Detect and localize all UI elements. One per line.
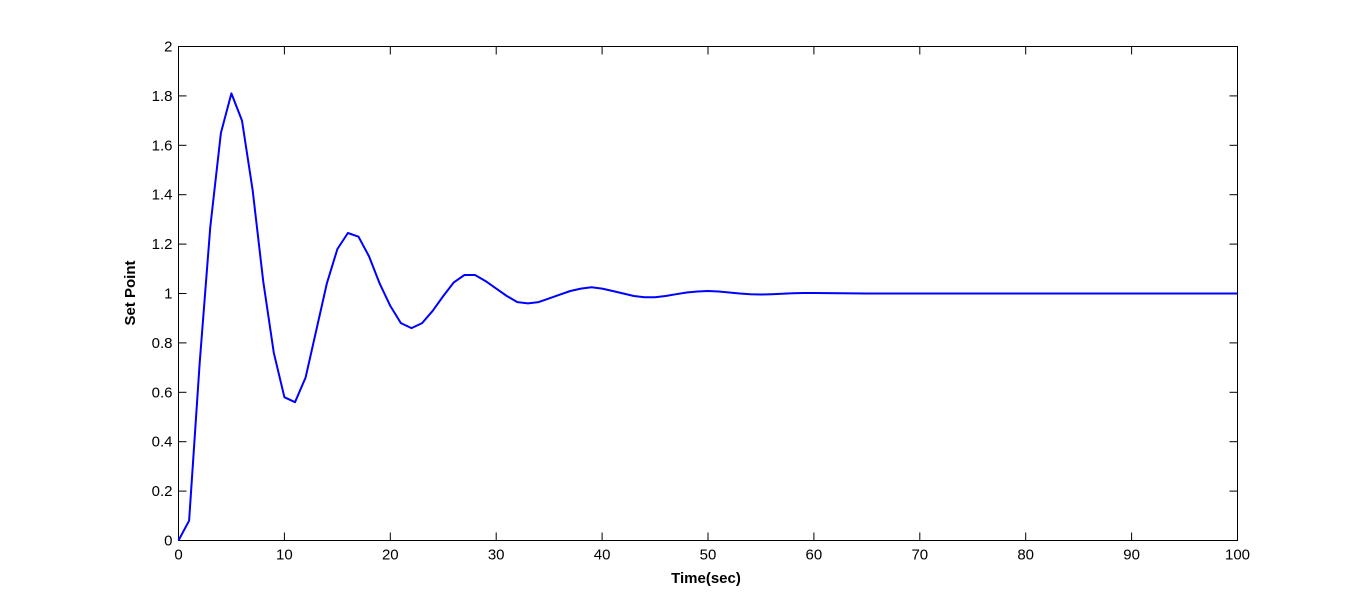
x-tick-label: 90 xyxy=(1123,547,1140,564)
y-tick-label: 0.8 xyxy=(152,335,173,352)
y-tick-label: 1.2 xyxy=(152,236,173,253)
x-tick-label: 0 xyxy=(174,547,182,564)
x-tick-label: 20 xyxy=(382,547,399,564)
x-tick-label: 30 xyxy=(488,547,505,564)
y-tick-label: 1 xyxy=(164,286,172,303)
y-axis-label: Set Point xyxy=(122,260,139,325)
series-line-response xyxy=(177,92,1238,541)
x-axis-label: Time(sec) xyxy=(671,570,741,587)
y-tick-label: 0.4 xyxy=(152,434,173,451)
x-tick-label: 10 xyxy=(276,547,293,564)
y-tick-label: 2 xyxy=(164,39,172,56)
y-tick-label: 1.4 xyxy=(152,187,173,204)
x-tick-label: 50 xyxy=(700,547,717,564)
x-tick-label: 60 xyxy=(806,547,823,564)
x-tick-label: 40 xyxy=(594,547,611,564)
y-tick-label: 1.8 xyxy=(152,88,173,105)
x-tick-label: 80 xyxy=(1017,547,1034,564)
y-tick-label: 0.6 xyxy=(152,384,173,401)
x-tick-label: 100 xyxy=(1225,547,1250,564)
y-tick-label: 0 xyxy=(164,533,172,550)
y-tick-label: 1.6 xyxy=(152,137,173,154)
x-tick-label: 70 xyxy=(911,547,928,564)
y-tick-label: 0.2 xyxy=(152,483,173,500)
